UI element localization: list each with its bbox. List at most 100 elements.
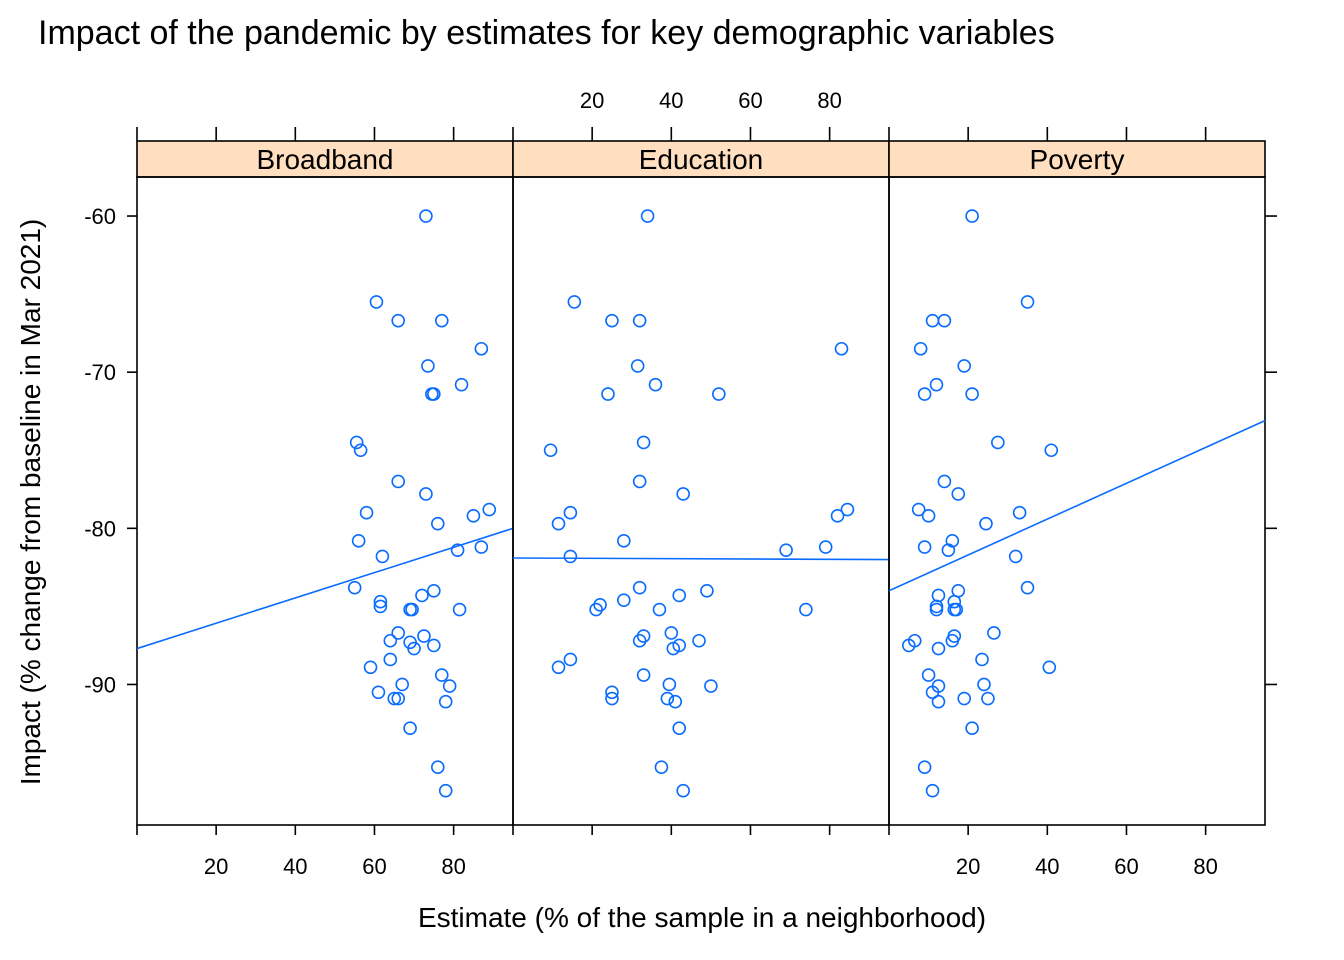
data-point bbox=[1012, 505, 1027, 520]
data-point bbox=[353, 443, 368, 458]
data-point bbox=[395, 677, 409, 692]
data-point bbox=[430, 760, 445, 775]
data-point bbox=[941, 543, 956, 557]
data-point bbox=[427, 583, 441, 598]
data-point bbox=[834, 341, 849, 356]
data-point bbox=[632, 633, 647, 648]
data-point bbox=[632, 580, 647, 595]
data-point bbox=[947, 594, 962, 609]
data-point bbox=[474, 341, 489, 356]
panel-frame-education bbox=[512, 176, 890, 826]
data-point bbox=[391, 474, 406, 489]
y-tick-label: -60 bbox=[84, 204, 116, 229]
strip-label-poverty: Poverty bbox=[1030, 144, 1125, 175]
data-point bbox=[1020, 295, 1035, 309]
data-point bbox=[664, 626, 679, 640]
data-point bbox=[383, 652, 398, 667]
data-point bbox=[605, 691, 619, 706]
data-point bbox=[630, 359, 645, 373]
data-point bbox=[369, 295, 384, 309]
data-point bbox=[840, 502, 855, 517]
data-point bbox=[799, 602, 813, 617]
data-point bbox=[981, 691, 995, 706]
x-tick-label: 40 bbox=[659, 88, 683, 113]
panel-frame-broadband bbox=[136, 176, 514, 826]
data-point bbox=[666, 641, 681, 656]
data-point bbox=[593, 598, 607, 612]
x-tick-label: 60 bbox=[1114, 854, 1138, 879]
data-point bbox=[421, 359, 435, 373]
data-point bbox=[945, 633, 960, 648]
data-point bbox=[617, 534, 631, 548]
data-point bbox=[373, 594, 388, 609]
data-point bbox=[403, 721, 417, 735]
data-point bbox=[601, 387, 615, 401]
data-point bbox=[363, 660, 378, 675]
data-point bbox=[589, 602, 603, 617]
data-point bbox=[563, 549, 578, 564]
data-point bbox=[901, 638, 916, 653]
data-point bbox=[975, 652, 989, 667]
data-point bbox=[415, 588, 429, 603]
data-point bbox=[419, 487, 433, 501]
data-point bbox=[987, 626, 1001, 640]
data-point bbox=[676, 487, 690, 501]
data-point bbox=[640, 209, 655, 223]
data-point bbox=[668, 694, 683, 709]
data-point bbox=[925, 783, 940, 798]
data-point bbox=[931, 694, 946, 709]
data-point bbox=[913, 341, 928, 356]
data-point bbox=[373, 599, 388, 614]
x-tick-label: 20 bbox=[204, 854, 228, 879]
data-point bbox=[434, 313, 449, 328]
data-point bbox=[430, 516, 445, 531]
data-point bbox=[450, 543, 465, 557]
data-point bbox=[672, 588, 687, 603]
data-point bbox=[1020, 580, 1035, 595]
data-point bbox=[929, 377, 944, 392]
x-tick-label: 60 bbox=[738, 88, 762, 113]
data-point bbox=[438, 783, 453, 798]
strip-broadband bbox=[136, 140, 514, 178]
data-point bbox=[937, 474, 952, 489]
data-point bbox=[965, 209, 979, 223]
panel-broadband: Broadband 20 40 60 80 bbox=[136, 127, 514, 879]
panel-education: Education 20 40 60 80 bbox=[512, 88, 890, 835]
data-point bbox=[672, 721, 687, 735]
data-point bbox=[654, 760, 669, 775]
data-point bbox=[551, 516, 566, 531]
data-point bbox=[979, 516, 993, 531]
data-point bbox=[434, 668, 449, 682]
data-point bbox=[917, 540, 932, 554]
data-point bbox=[957, 359, 972, 373]
data-point bbox=[911, 502, 926, 517]
chart-title: Impact of the pandemic by estimates for … bbox=[38, 14, 1055, 52]
data-point bbox=[636, 629, 651, 643]
y-tick-label: -70 bbox=[84, 360, 116, 385]
x-tick-label: 20 bbox=[956, 854, 980, 879]
data-point bbox=[375, 549, 390, 564]
data-point bbox=[712, 387, 726, 401]
data-point bbox=[427, 387, 441, 401]
data-point bbox=[632, 313, 647, 328]
data-point bbox=[391, 691, 406, 706]
data-point bbox=[931, 588, 946, 603]
data-point bbox=[660, 691, 675, 706]
data-point bbox=[419, 209, 433, 223]
data-point bbox=[349, 435, 364, 450]
data-point bbox=[551, 660, 566, 675]
data-point bbox=[965, 387, 979, 401]
data-point bbox=[407, 641, 421, 656]
fit-line-poverty bbox=[888, 419, 1266, 592]
strip-poverty bbox=[888, 140, 1266, 178]
data-point bbox=[917, 387, 932, 401]
data-point bbox=[965, 721, 979, 735]
x-tick-label: 80 bbox=[817, 88, 841, 113]
data-point bbox=[779, 543, 793, 557]
strip-education bbox=[512, 140, 890, 178]
data-point bbox=[563, 505, 578, 520]
fit-line-broadband bbox=[136, 527, 514, 650]
data-point bbox=[692, 633, 706, 648]
data-point bbox=[438, 694, 453, 709]
x-tick-label: 60 bbox=[362, 854, 386, 879]
